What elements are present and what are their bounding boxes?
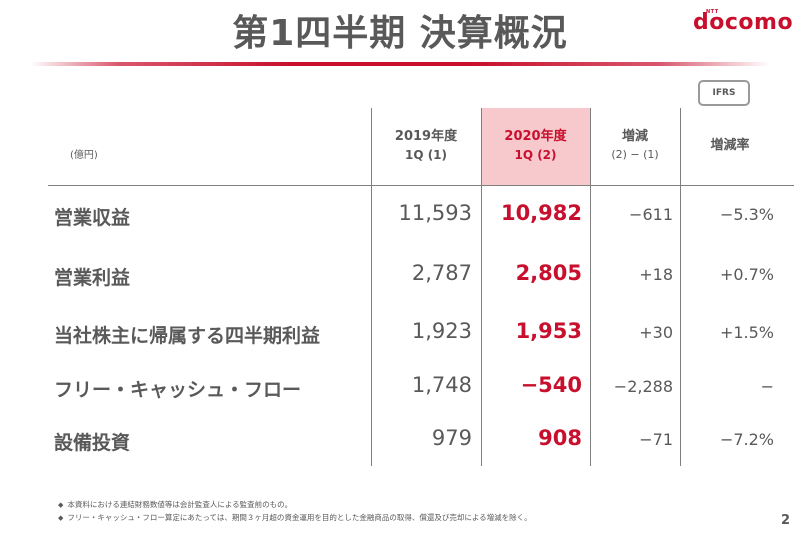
value-change: +18 <box>639 265 673 284</box>
column-header-fy2019: 2019年度 1Q (1) <box>371 128 481 164</box>
page-number: 2 <box>781 513 791 528</box>
row-label: 営業収益 <box>54 207 131 229</box>
unit-label: (億円) <box>70 150 98 161</box>
logo-text: docomo <box>693 10 794 35</box>
value-change-rate: −7.2% <box>719 430 774 449</box>
footnote: ◆ 本資料における連結財務数値等は会計監査人による監査前のもの。 <box>58 499 292 510</box>
column-divider <box>680 108 681 466</box>
row-label: フリー・キャッシュ・フロー <box>54 379 302 401</box>
column-divider <box>481 108 482 466</box>
value-fy2020: −540 <box>520 373 582 397</box>
value-fy2019: 1,748 <box>411 373 472 397</box>
value-change-rate: − <box>760 377 774 396</box>
column-header-line1: 増減率 <box>710 138 750 153</box>
column-header-line1: 増減 <box>621 129 648 144</box>
ntt-mark: NTT <box>706 9 719 15</box>
diamond-bullet-icon: ◆ <box>58 514 64 522</box>
value-change: −71 <box>639 430 673 449</box>
column-header-line1: 2019年度 <box>394 129 458 144</box>
value-fy2020: 2,805 <box>515 261 582 285</box>
column-header-fy2020: 2020年度 1Q (2) <box>481 128 590 164</box>
column-divider <box>371 108 372 466</box>
footnote-text: フリー・キャッシュ・フロー算定にあたっては、期間３ヶ月超の資金運用を目的とした金… <box>67 513 532 522</box>
column-header-change-rate: 増減率 <box>680 137 780 155</box>
value-fy2019: 11,593 <box>398 201 472 225</box>
value-fy2019: 1,923 <box>411 319 472 343</box>
value-change: −611 <box>629 205 673 224</box>
value-change-rate: +1.5% <box>719 323 774 342</box>
column-divider <box>590 108 591 466</box>
row-label: 設備投資 <box>54 432 131 454</box>
column-header-line2: 1Q (1) <box>404 148 448 162</box>
column-header-line2: 1Q (2) <box>514 148 557 162</box>
column-header-line1: 2020年度 <box>504 129 567 144</box>
column-header-line2: (2) − (1) <box>611 148 659 161</box>
footnote: ◆ フリー・キャッシュ・フロー算定にあたっては、期間３ヶ月超の資金運用を目的とした… <box>58 512 532 523</box>
row-label: 当社株主に帰属する四半期利益 <box>54 325 321 347</box>
value-fy2020: 908 <box>538 426 582 450</box>
diamond-bullet-icon: ◆ <box>58 501 64 509</box>
footnote-text: 本資料における連結財務数値等は会計監査人による監査前のもの。 <box>67 500 293 509</box>
value-fy2019: 2,787 <box>411 261 472 285</box>
row-label: 営業利益 <box>54 267 131 289</box>
value-fy2020: 10,982 <box>500 201 582 225</box>
title-divider <box>30 62 770 66</box>
value-change-rate: −5.3% <box>719 205 774 224</box>
page-title: 第1四半期 決算概況 <box>232 13 568 54</box>
column-header-change: 増減 (2) − (1) <box>590 128 680 164</box>
ifrs-badge: IFRS <box>698 80 750 106</box>
value-change-rate: +0.7% <box>719 265 774 284</box>
current-year-highlight <box>481 108 590 185</box>
value-change: −2,288 <box>613 377 673 396</box>
value-fy2019: 979 <box>431 426 472 450</box>
value-fy2020: 1,953 <box>515 319 582 343</box>
header-divider <box>48 185 794 186</box>
docomo-logo: NTT docomo <box>693 9 794 35</box>
value-change: +30 <box>639 323 673 342</box>
